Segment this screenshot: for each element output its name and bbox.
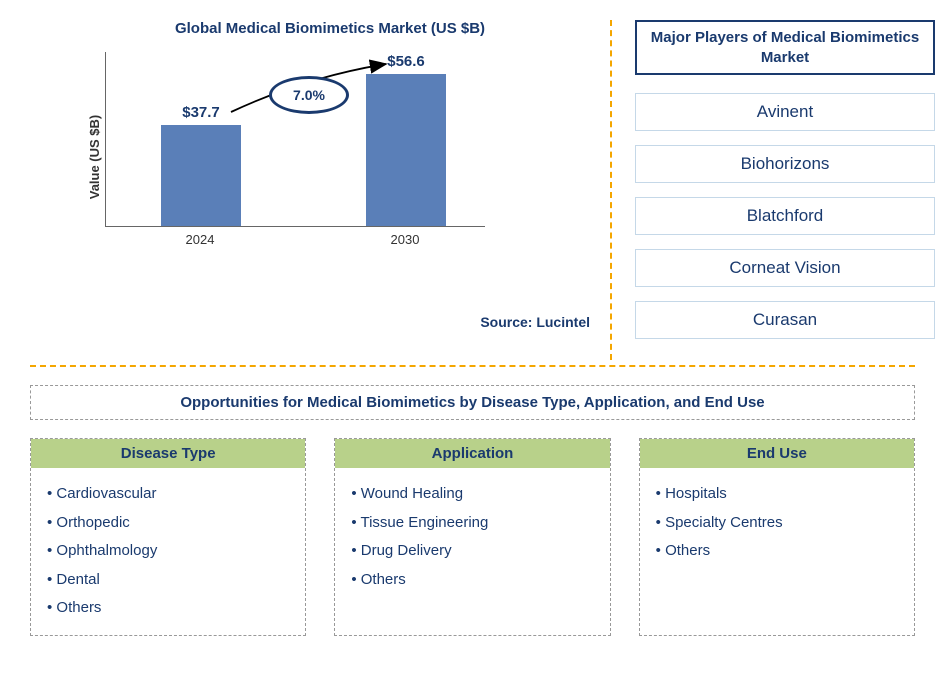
- chart-area: Global Medical Biomimetics Market (US $B…: [30, 20, 600, 360]
- player-item: Curasan: [635, 301, 935, 339]
- players-area: Major Players of Medical Biomimetics Mar…: [635, 20, 935, 353]
- top-section: Global Medical Biomimetics Market (US $B…: [30, 20, 915, 360]
- player-item: Blatchford: [635, 197, 935, 235]
- category-item: Cardiovascular: [47, 480, 289, 509]
- category-header: Application: [335, 439, 609, 468]
- category-item: Ophthalmology: [47, 537, 289, 566]
- category-item: Tissue Engineering: [351, 509, 593, 538]
- x-tick-2024: 2024: [186, 232, 215, 247]
- y-axis-label: Value (US $B): [87, 115, 102, 200]
- category-item: Others: [656, 537, 898, 566]
- plot-area: $37.7 $56.6 7.0%: [105, 52, 485, 227]
- players-title: Major Players of Medical Biomimetics Mar…: [645, 28, 925, 67]
- player-item: Biohorizons: [635, 145, 935, 183]
- player-item: Avinent: [635, 93, 935, 131]
- category-item: Wound Healing: [351, 480, 593, 509]
- categories-row: Disease TypeCardiovascularOrthopedicOpht…: [30, 438, 915, 636]
- category-box: ApplicationWound HealingTissue Engineeri…: [334, 438, 610, 636]
- player-item: Corneat Vision: [635, 249, 935, 287]
- category-body: HospitalsSpecialty CentresOthers: [640, 468, 914, 628]
- category-item: Orthopedic: [47, 509, 289, 538]
- x-tick-2030: 2030: [391, 232, 420, 247]
- vertical-divider: [610, 20, 612, 360]
- opportunities-title-box: Opportunities for Medical Biomimetics by…: [30, 385, 915, 420]
- players-list: Avinent Biohorizons Blatchford Corneat Visi…: [635, 93, 935, 339]
- bar-2024: $37.7: [161, 125, 241, 227]
- category-box: Disease TypeCardiovascularOrthopedicOpht…: [30, 438, 306, 636]
- category-item: Dental: [47, 566, 289, 595]
- category-item: Others: [47, 594, 289, 623]
- category-header: End Use: [640, 439, 914, 468]
- horizontal-divider: [30, 365, 915, 367]
- category-item: Hospitals: [656, 480, 898, 509]
- chart-container: Value (US $B) $37.7 $56.6: [90, 52, 510, 262]
- bar-2030: $56.6: [366, 74, 446, 226]
- category-box: End UseHospitalsSpecialty CentresOthers: [639, 438, 915, 636]
- growth-rate-label: 7.0%: [293, 87, 325, 103]
- growth-rate-ellipse: 7.0%: [269, 76, 349, 114]
- category-item: Specialty Centres: [656, 509, 898, 538]
- bar-label-2024: $37.7: [182, 104, 220, 121]
- bottom-section: Opportunities for Medical Biomimetics by…: [30, 385, 915, 636]
- source-text: Source: Lucintel: [480, 314, 590, 330]
- players-title-box: Major Players of Medical Biomimetics Mar…: [635, 20, 935, 75]
- category-item: Drug Delivery: [351, 537, 593, 566]
- category-header: Disease Type: [31, 439, 305, 468]
- category-body: CardiovascularOrthopedicOphthalmologyDen…: [31, 468, 305, 635]
- category-body: Wound HealingTissue EngineeringDrug Deli…: [335, 468, 609, 628]
- chart-title: Global Medical Biomimetics Market (US $B…: [60, 20, 600, 37]
- opportunities-title: Opportunities for Medical Biomimetics by…: [39, 394, 906, 411]
- bar-label-2030: $56.6: [387, 53, 425, 70]
- category-item: Others: [351, 566, 593, 595]
